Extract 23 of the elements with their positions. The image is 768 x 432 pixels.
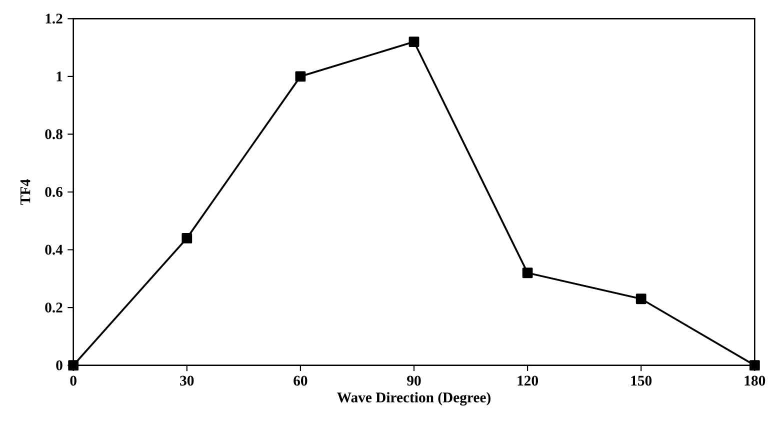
- y-tick-label: 0.4: [45, 244, 63, 255]
- y-tick-label: 1.2: [46, 14, 62, 24]
- point: [749, 360, 760, 371]
- x-tick-label: 120: [518, 376, 538, 386]
- x-tick-label: 30: [180, 376, 194, 386]
- x-tick-label: 150: [631, 376, 652, 386]
- x-axis-title: Wave Direction (Degree): [337, 392, 490, 406]
- point: [408, 36, 420, 47]
- point: [295, 71, 306, 82]
- y-axis-title: TF4: [20, 179, 30, 205]
- x-tick-label: 0: [70, 376, 76, 386]
- x-tick-label: 180: [744, 376, 766, 386]
- y-tick-label: 0: [56, 360, 62, 370]
- point: [636, 294, 646, 304]
- y-tick-label: 0.8: [45, 129, 62, 140]
- y-tick-label: 1: [56, 72, 62, 82]
- y-tick-label: 0.6: [45, 187, 63, 197]
- x-tick-label: 60: [294, 376, 308, 386]
- x-tick-label: 90: [407, 376, 421, 386]
- point: [182, 233, 192, 244]
- point: [522, 268, 533, 278]
- point: [68, 360, 79, 371]
- y-tick-label: 0.2: [45, 302, 62, 313]
